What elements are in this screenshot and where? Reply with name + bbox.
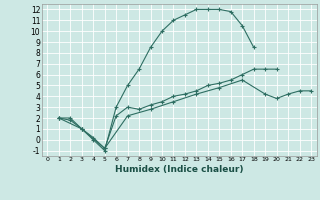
X-axis label: Humidex (Indice chaleur): Humidex (Indice chaleur)	[115, 165, 244, 174]
